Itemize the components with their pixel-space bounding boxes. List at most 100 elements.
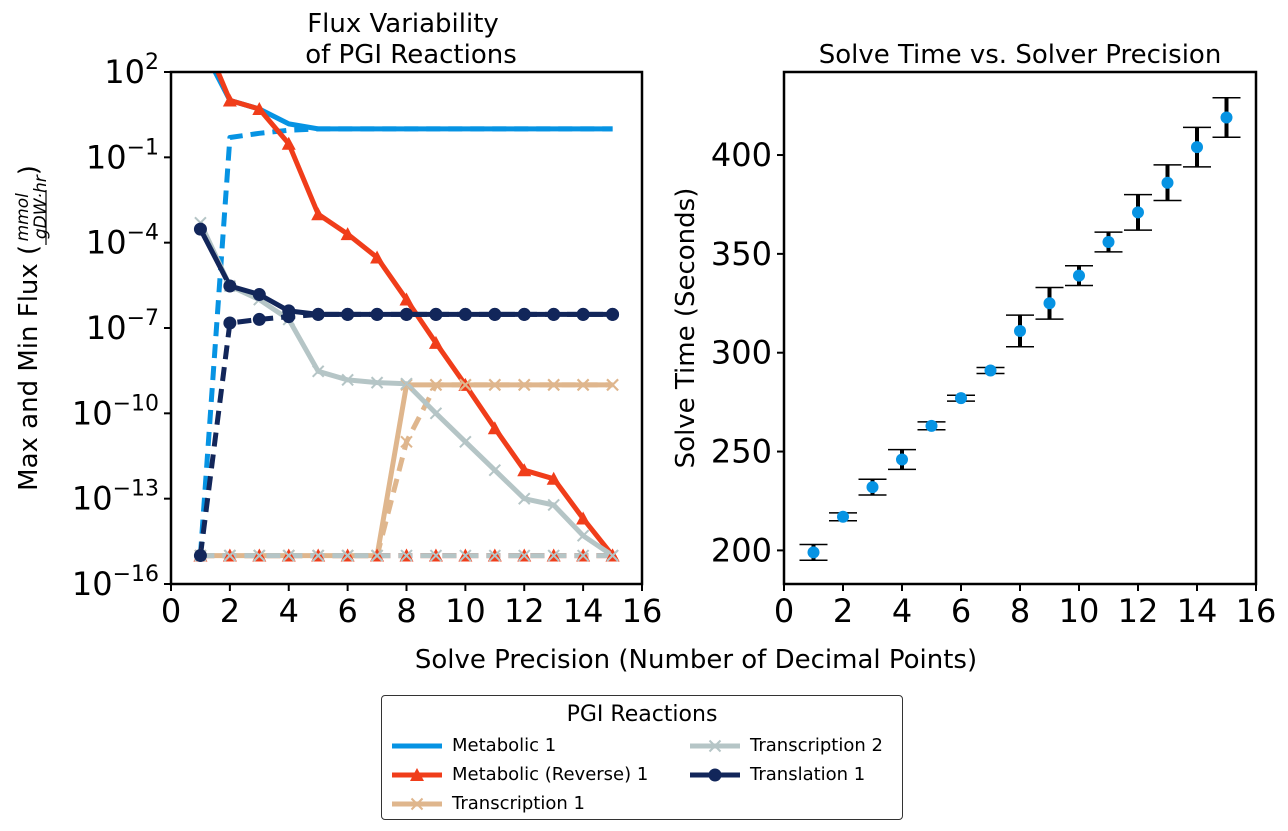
data-point-4-max-14	[606, 307, 620, 321]
data-point-1-max-10	[487, 421, 502, 435]
data-point-2-max-9	[459, 378, 472, 392]
data-point-4-max-9	[458, 307, 472, 321]
y-tick-label: 10−13	[72, 477, 159, 518]
x-tick-label: 14	[563, 592, 604, 630]
data-point-3-min-3	[282, 549, 295, 562]
data-point-4-max-0	[193, 222, 207, 236]
data-point-3-max-13	[576, 529, 590, 542]
legend-title: PGI Reactions	[566, 702, 718, 727]
data-point-4-max-3	[282, 304, 296, 318]
legend-marker	[708, 768, 722, 782]
data-point-3-min-13	[576, 549, 590, 562]
legend-marker	[410, 797, 424, 811]
legend-marker	[708, 739, 722, 753]
data-point-4-max-6	[370, 307, 384, 321]
data-point-2-max-14	[606, 378, 619, 392]
solve-time-plot-area	[799, 96, 1241, 562]
flux-axes-frame	[169, 70, 644, 586]
data-point-4-max-13	[576, 307, 590, 321]
data-point-3-min-6	[370, 549, 384, 562]
flux-y-axis-label: Max and Min Flux ( mmolgDW·hr)	[13, 165, 51, 491]
x-tick-label: 12	[504, 592, 545, 630]
legend-label: Metabolic 1	[452, 735, 557, 756]
solve-time-point-3	[896, 453, 908, 466]
x-tick-label: 10	[445, 592, 486, 630]
data-point-4-min-1	[223, 316, 237, 330]
data-point-4-min-0	[193, 549, 207, 563]
solve-time-point-13	[1191, 141, 1203, 154]
legend-marker	[410, 768, 424, 781]
legend-label: Transcription 2	[750, 735, 883, 756]
data-point-1-max-5	[340, 227, 355, 241]
data-point-3-min-5	[341, 549, 354, 562]
solve-time-point-12	[1161, 176, 1174, 189]
y-tick-label: 200	[711, 531, 772, 569]
data-point-2-max-13	[576, 378, 590, 392]
data-point-3-max-6	[370, 376, 384, 389]
data-point-3-max-8	[429, 407, 443, 420]
solve-time-point-9	[1073, 269, 1085, 282]
solve-time-point-7	[1014, 324, 1026, 337]
solve-time-point-2	[866, 481, 879, 494]
x-tick-label: 4	[279, 592, 299, 630]
data-point-1-max-11	[517, 463, 532, 477]
data-point-3-max-14	[606, 549, 619, 562]
y-tick-label: 400	[711, 136, 772, 174]
y-tick-label: 10−4	[86, 221, 159, 262]
data-point-3-max-12	[547, 498, 560, 512]
data-point-3-min-4	[311, 549, 325, 562]
data-point-3-max-7	[400, 377, 413, 390]
x-tick-label: 4	[892, 592, 912, 630]
data-point-1-max-1	[222, 93, 237, 107]
series-line-0-min	[197, 126, 613, 556]
x-tick-label: 6	[951, 592, 971, 630]
data-point-4-max-7	[400, 307, 413, 321]
y-tick-label: 350	[711, 235, 772, 273]
flux-chart-title: Flux Variability of PGI Reactions	[305, 9, 517, 70]
data-point-3-max-11	[518, 492, 531, 505]
data-point-1-max-13	[576, 511, 591, 525]
solve-time-chart-title: Solve Time vs. Solver Precision	[819, 40, 1222, 70]
data-point-4-min-2	[252, 312, 266, 326]
y-tick-label: 10−10	[72, 391, 159, 432]
data-point-2-min-7	[400, 435, 413, 448]
x-tick-label: 2	[833, 592, 853, 630]
data-point-1-max-6	[370, 250, 385, 264]
series-line-2-min	[200, 382, 613, 559]
data-point-4-max-12	[547, 307, 561, 321]
solve-time-point-11	[1132, 206, 1144, 219]
data-point-1-max-8	[428, 335, 443, 349]
x-tick-label: 2	[220, 592, 240, 630]
data-point-3-min-2	[253, 549, 266, 562]
data-point-4-max-11	[517, 307, 531, 321]
data-point-2-max-8	[429, 378, 443, 392]
shared-x-axis-label: Solve Precision (Number of Decimal Point…	[414, 645, 978, 675]
y-tick-label: 10−7	[86, 306, 159, 347]
data-point-3-min-1	[223, 549, 237, 562]
data-point-3-min-12	[547, 549, 560, 562]
solve-time-y-axis-label: Solve Time (Seconds)	[671, 188, 701, 469]
data-point-3-min-10	[488, 549, 502, 562]
data-point-3-max-5	[341, 373, 354, 387]
data-point-2-max-10	[488, 378, 502, 392]
x-tick-label: 8	[1010, 592, 1030, 630]
y-tick-label: 102	[104, 50, 159, 91]
data-point-4-max-2	[252, 288, 266, 302]
data-point-4-max-5	[341, 307, 355, 321]
x-tick-label: 0	[774, 592, 794, 630]
data-point-1-max-2	[252, 102, 267, 116]
solve-time-point-5	[955, 392, 967, 405]
solve-time-point-6	[984, 364, 997, 377]
solve-time-point-1	[837, 510, 849, 523]
x-tick-label: 16	[1236, 592, 1277, 630]
flux-plot-area	[193, 72, 620, 563]
x-tick-label: 10	[1059, 592, 1100, 630]
series-line-0-max	[212, 72, 613, 132]
x-tick-label: 0	[161, 592, 181, 630]
x-tick-label: 12	[1118, 592, 1159, 630]
data-point-3-max-4	[311, 365, 325, 378]
y-tick-label: 10−1	[86, 135, 159, 176]
solve-time-point-0	[807, 546, 820, 559]
x-tick-label: 14	[1177, 592, 1218, 630]
